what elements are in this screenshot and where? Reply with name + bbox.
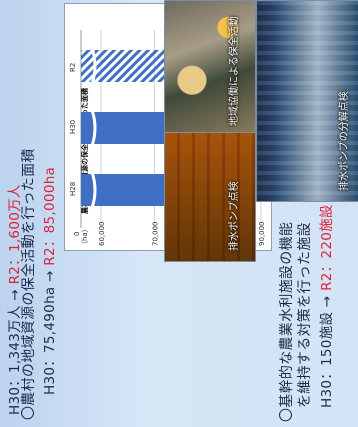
category-label: R2	[69, 63, 77, 72]
tick-label: 70,000	[151, 222, 159, 247]
facility-heading-2: を維持する対策を行った施設	[297, 222, 313, 408]
photo-community-work: 地域協働による保全活動	[164, 0, 256, 134]
area-heading: 〇農村の地域資源の保全活動を行った面積	[21, 148, 37, 420]
facility-r2-target: R2：220施設	[319, 204, 335, 291]
chart-svg: 060,00070,00080,00090,000（ha）農村の地域資源の保全活…	[69, 30, 266, 248]
tick-label: 60,000	[98, 222, 106, 247]
photo-pump-check-caption: 排水ポンプ点検	[229, 181, 240, 251]
axis-break	[90, 47, 97, 85]
axis-break	[90, 109, 97, 147]
photo-pump-check: 排水ポンプ点検	[164, 132, 256, 262]
photo-community-caption: 地域協働による保全活動	[229, 16, 240, 126]
facility-heading-1: 〇基幹的な農業水利施設の機能	[279, 221, 295, 422]
tick-label-zero: 0	[73, 232, 81, 236]
facility-values-line: H30：150施設 → R2：220施設	[315, 204, 335, 408]
area-r2-target: R2：85,000ha	[42, 166, 58, 266]
facility-h30: H30：150施設 →	[319, 290, 335, 409]
category-label: H30	[69, 120, 77, 134]
area-h30: H30：75,490ha →	[42, 265, 58, 395]
chart-title: 農村の地域資源の保全活動を行った面積	[80, 87, 89, 214]
chart-unit-label: （ha）	[81, 225, 89, 248]
photo-disassembly-caption: 排水ポンプの分解点検	[339, 91, 350, 191]
photo-pump-disassembly: 排水ポンプの分解点検	[256, 0, 358, 202]
axis-break	[90, 171, 97, 209]
category-label: H28	[69, 182, 77, 196]
tick-label: 90,000	[258, 222, 266, 247]
area-values-line: H30：75,490ha → R2：85,000ha	[38, 167, 58, 395]
